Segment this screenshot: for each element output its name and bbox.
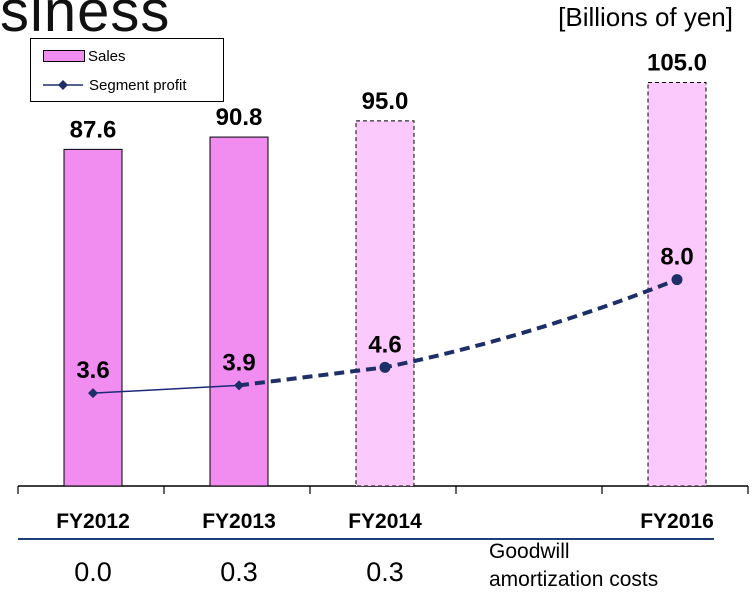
profit-value-label: 4.6 [368,331,401,358]
profit-marker [379,361,391,373]
slide-title: siness [0,0,171,44]
legend-item-profit: Segment profit [31,74,223,96]
sales-bar-fy2016 [647,82,707,487]
goodwill-value: 0.3 [220,557,258,587]
profit-value-label: 3.9 [222,349,255,376]
legend-label-sales: Sales [88,47,126,65]
profit-marker [88,388,98,399]
sales-bar-fy2013 [209,136,269,487]
goodwill-divider [18,538,714,540]
units-label: [Billions of yen] [558,2,733,32]
category-label: FY2012 [56,510,130,533]
sales-swatch [43,50,85,62]
legend: Sales Segment profit [30,38,224,102]
sales-bar-fy2014 [355,120,415,487]
profit-line-forecast [238,277,678,388]
category-label: FY2016 [640,510,714,533]
category-label: FY2014 [348,510,422,533]
profit-marker [671,274,683,286]
sales-value-label: 95.0 [362,88,409,115]
goodwill-label: Goodwill amortization costs [489,540,659,591]
legend-label-profit: Segment profit [89,76,187,94]
profit-value-label: 3.6 [76,357,109,384]
sales-value-label: 90.8 [216,104,263,131]
profit-value-label: 8.0 [660,244,693,271]
legend-item-sales: Sales [31,45,223,67]
goodwill-value: 0.3 [366,557,404,587]
category-label: FY2013 [202,510,276,533]
sales-value-label: 87.6 [70,116,117,143]
sales-value-label: 105.0 [647,50,707,77]
profit-line-actual [92,384,240,394]
goodwill-value: 0.0 [74,557,112,587]
profit-swatch [43,80,83,90]
profit-marker [234,380,244,391]
sales-bar-fy2012 [63,148,123,487]
